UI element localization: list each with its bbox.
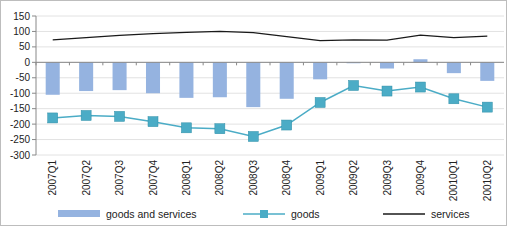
- y-tick-label: -150: [10, 103, 30, 114]
- y-tick: [32, 31, 36, 32]
- y-tick-label: -50: [16, 72, 31, 83]
- legend-item: goods: [243, 208, 320, 220]
- grid-line: [36, 108, 504, 109]
- y-tick-label: 100: [13, 26, 30, 37]
- grid-line: [36, 139, 504, 140]
- bar: [313, 62, 327, 79]
- legend-item: services: [383, 208, 470, 220]
- y-tick-label: -200: [10, 119, 30, 130]
- x-tick: [102, 62, 103, 65]
- x-tick: [136, 62, 137, 65]
- bar: [380, 62, 394, 68]
- x-tick-label: 2007Q2: [81, 160, 92, 196]
- x-tick: [403, 62, 404, 65]
- y-tick-label: -250: [10, 134, 30, 145]
- x-tick: [69, 62, 70, 65]
- y-tick-label: -300: [10, 150, 30, 161]
- y-tick-label: 50: [19, 41, 31, 52]
- x-tick-label: 2009Q3: [382, 160, 393, 196]
- grid-line: [36, 31, 504, 32]
- x-tick-label: 2009Q1: [315, 160, 326, 196]
- x-tick-label: 20010Q2: [482, 160, 493, 202]
- legend-label: goods and services: [106, 208, 196, 220]
- legend-label: services: [431, 208, 470, 220]
- marker: [248, 131, 258, 141]
- bar: [46, 62, 60, 94]
- bar: [213, 62, 227, 97]
- x-tick: [303, 62, 304, 65]
- marker: [415, 82, 425, 92]
- marker: [482, 102, 492, 112]
- marker: [81, 110, 91, 120]
- grid-line: [36, 124, 504, 125]
- legend-label: goods: [291, 208, 320, 220]
- marker: [181, 123, 191, 133]
- legend-marker: [260, 210, 268, 218]
- y-tick: [32, 124, 36, 125]
- x-tick-label: 2008Q2: [214, 160, 225, 196]
- legend-swatch: [383, 213, 425, 215]
- x-tick-label: 2009Q2: [348, 160, 359, 196]
- marker: [48, 113, 58, 123]
- x-tick: [203, 62, 204, 65]
- x-tick-label: 2008Q4: [281, 160, 292, 196]
- chart-frame: [1, 1, 507, 226]
- y-axis: [36, 16, 37, 155]
- bar: [146, 62, 160, 93]
- bar: [480, 62, 494, 81]
- x-tick-label: 20010Q1: [448, 160, 459, 202]
- grid-line: [36, 155, 504, 156]
- x-tick: [470, 62, 471, 65]
- x-tick-label: 2007Q3: [114, 160, 125, 196]
- grid-line: [36, 46, 504, 47]
- line: [53, 31, 488, 40]
- bar: [280, 62, 294, 98]
- grid-line: [36, 16, 504, 17]
- line: [53, 86, 488, 137]
- y-tick-label: -100: [10, 88, 30, 99]
- x-tick: [236, 62, 237, 65]
- marker: [382, 86, 392, 96]
- y-tick: [32, 108, 36, 109]
- x-tick: [270, 62, 271, 65]
- x-tick: [437, 62, 438, 65]
- bar: [447, 62, 461, 73]
- marker: [215, 124, 225, 134]
- y-tick: [32, 139, 36, 140]
- y-tick: [32, 93, 36, 94]
- x-tick-label: 2007Q4: [148, 160, 159, 196]
- marker: [115, 111, 125, 121]
- legend-swatch: [58, 210, 100, 217]
- bar: [79, 62, 93, 91]
- y-tick-label: 150: [13, 11, 30, 22]
- x-tick: [36, 62, 37, 65]
- chart: -300 -250 -200 -150 -100 -50 0 50 100 150 2007Q1 20…: [0, 0, 507, 226]
- bar: [246, 62, 260, 107]
- x-tick-label: 2009Q4: [415, 160, 426, 196]
- y-tick: [32, 77, 36, 78]
- y-tick: [32, 62, 36, 63]
- x-tick: [169, 62, 170, 65]
- y-tick: [32, 46, 36, 47]
- y-tick-label: 0: [24, 57, 30, 68]
- x-tick: [370, 62, 371, 65]
- x-tick-label: 2007Q1: [47, 160, 58, 196]
- y-tick: [32, 155, 36, 156]
- bar: [113, 62, 127, 90]
- y-tick: [32, 16, 36, 17]
- grid-line: [36, 93, 504, 94]
- marker: [449, 94, 459, 104]
- plot-area: [46, 31, 495, 141]
- marker: [282, 120, 292, 130]
- bar: [179, 62, 193, 98]
- marker: [148, 117, 158, 127]
- legend-item: goods and services: [58, 208, 196, 220]
- marker: [349, 81, 359, 91]
- x-tick: [336, 62, 337, 65]
- marker: [315, 97, 325, 107]
- x-tick-label: 2008Q3: [248, 160, 259, 196]
- x-tick-label: 2008Q1: [181, 160, 192, 196]
- grid-line: [36, 77, 504, 78]
